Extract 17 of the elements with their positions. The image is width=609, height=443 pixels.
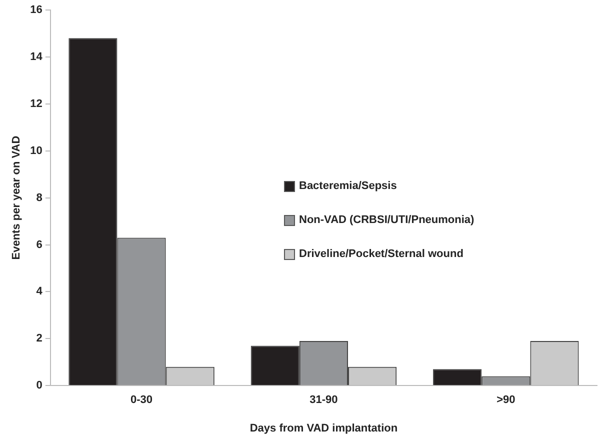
y-tick-label: 12 [30,98,42,110]
y-tick-label: 0 [36,380,42,392]
y-axis-title: Events per year on VAD [10,136,23,260]
y-tick-label: 14 [30,50,44,63]
legend-label: Non-VAD (CRBSI/UTI/Pneumonia) [299,214,474,226]
x-tick-label: 31-90 [310,394,338,406]
y-tick-label: 10 [30,144,42,157]
x-tick-label: 0-30 [130,394,153,406]
legend-label: Bacteremia/Sepsis [299,180,397,192]
y-tick-label: 16 [30,4,42,16]
legend-label: Driveline/Pocket/Sternal wound [299,248,464,260]
y-tick-label: 4 [36,286,44,298]
y-tick-label: 6 [36,238,42,251]
y-tick-label: 2 [36,332,42,345]
y-tick-label: 8 [36,192,42,204]
x-tick-label: >90 [496,394,516,406]
x-axis-title: Days from VAD implantation [250,422,398,434]
